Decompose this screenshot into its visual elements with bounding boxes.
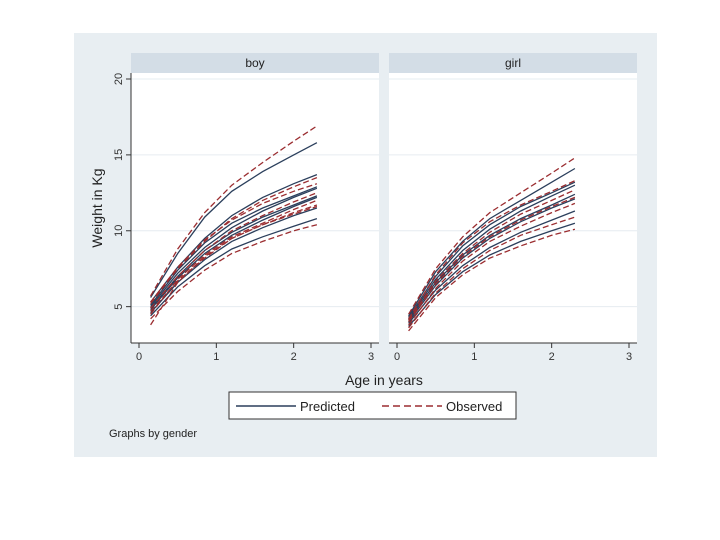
- x-tick-label: 2: [549, 351, 555, 363]
- panel-boy: boy 0 1 2 3: [131, 53, 379, 363]
- panel-girl: girl 0 1 2 3: [389, 53, 637, 363]
- girl-predicted-curve-2: [408, 184, 576, 320]
- girl-observed-curve-7: [408, 196, 576, 323]
- grid-girl: [389, 78, 637, 308]
- girl-predicted-curve-7: [408, 193, 576, 321]
- y-tick-label: 5: [113, 304, 125, 310]
- girl-observed-curve-5: [408, 228, 576, 332]
- strip-label-boy: boy: [245, 56, 264, 70]
- x-tick-label: 3: [368, 351, 374, 363]
- x-tick-label: 0: [136, 351, 142, 363]
- girl-predicted-curve-1: [408, 167, 576, 317]
- girl-predicted-curve-4: [408, 210, 576, 324]
- x-tick-label: 2: [291, 351, 297, 363]
- girl-observed-curve-2: [408, 189, 576, 321]
- boy-predicted-curve-2: [150, 173, 318, 303]
- girl-observed-curve-6: [408, 180, 576, 320]
- girl-observed-curve-4: [408, 216, 576, 329]
- x-tick-label: 3: [626, 351, 632, 363]
- boy-predicted-curve-3: [150, 187, 318, 308]
- plot-area-boy: [131, 73, 379, 343]
- girl-predicted-curve-5: [408, 222, 576, 327]
- boy-observed-curve-3: [150, 192, 318, 309]
- girl-observed-curve-1: [408, 157, 576, 315]
- legend: Predicted Observed: [228, 391, 517, 420]
- boy-observed-curve-4: [150, 199, 318, 315]
- y-tick-label: 15: [113, 149, 125, 161]
- boy-predicted-curve-7: [150, 186, 318, 306]
- y-axis: 5 10 15 20: [113, 73, 132, 343]
- y-tick-label: 20: [113, 73, 125, 85]
- y-axis-title: Weight in Kg: [89, 168, 105, 247]
- legend-label-predicted: Predicted: [300, 399, 355, 414]
- boy-observed-curve-2: [150, 176, 318, 304]
- boy-predicted-curve-1: [150, 142, 318, 298]
- boy-predicted-curve-4: [150, 196, 318, 311]
- boy-observed-curve-6: [150, 224, 318, 320]
- figure-note: Graphs by gender: [109, 428, 197, 440]
- x-tick-label: 0: [394, 351, 400, 363]
- girl-predicted-curve-6: [408, 181, 576, 318]
- plot-area-girl: [389, 73, 637, 343]
- girl-predicted-curve-3: [408, 198, 576, 323]
- boy-observed-curve-8: [150, 205, 318, 326]
- boy-observed-curve-7: [150, 183, 318, 303]
- strip-label-girl: girl: [505, 56, 521, 70]
- boy-observed-curve-1: [150, 125, 318, 297]
- y-tick-label: 10: [113, 225, 125, 237]
- x-axis-boy: 0 1 2 3: [131, 342, 379, 363]
- strip-boy: [131, 53, 379, 73]
- legend-label-observed: Observed: [446, 399, 502, 414]
- x-axis-title: Age in years: [345, 372, 423, 388]
- x-axis-girl: 0 1 2 3: [389, 342, 637, 363]
- x-tick-label: 1: [213, 351, 219, 363]
- lines-girl: [408, 157, 576, 332]
- x-tick-label: 1: [471, 351, 477, 363]
- lines-boy: [150, 125, 318, 326]
- girl-observed-curve-3: [408, 202, 576, 326]
- strip-girl: [389, 53, 637, 73]
- boy-predicted-curve-6: [150, 217, 318, 317]
